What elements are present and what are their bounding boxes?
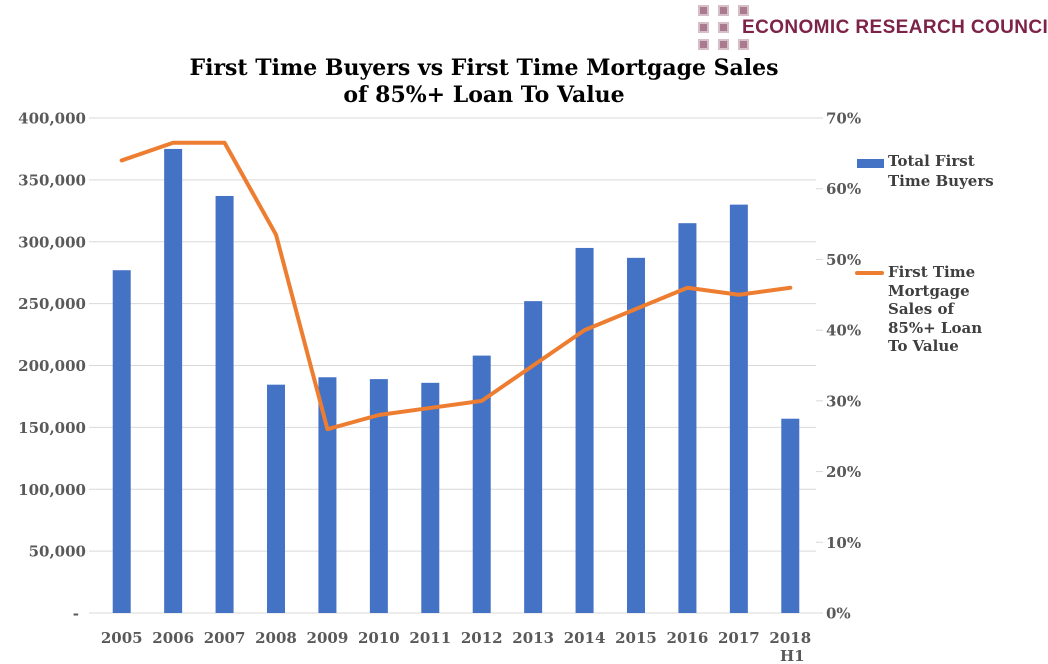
logo-squares-row	[698, 5, 749, 16]
mortgage-ltv-line	[119, 140, 793, 432]
chart-title-line2: of 85%+ Loan To Value	[343, 82, 625, 108]
left-axis-label: 300,000	[18, 233, 86, 251]
bar-2012	[472, 355, 491, 613]
right-axis-label: 40%	[826, 322, 861, 340]
logo-squares-row	[698, 22, 729, 33]
x-axis-label: 2009	[307, 629, 349, 647]
left-axis-label: 50,000	[29, 543, 86, 561]
legend-label-total-first-time-buyers: Total First Time Buyers	[888, 152, 994, 190]
x-axis-label: 2017	[718, 629, 760, 647]
bar-2007	[215, 195, 234, 613]
right-axis-label: 0%	[826, 605, 851, 623]
right-axis-label: 60%	[826, 180, 861, 198]
logo-wordmark: ECONOMIC RESEARCH COUNCIL	[742, 17, 1048, 38]
logo-square	[738, 5, 749, 16]
logo-square	[698, 5, 709, 16]
left-axis-label: 200,000	[18, 357, 86, 375]
bar-2015	[627, 257, 645, 613]
erc-logo: ECONOMIC RESEARCH COUNCIL	[698, 5, 1048, 53]
bar-2014	[575, 247, 594, 613]
x-axis-label: 2012	[461, 629, 503, 647]
x-axis-label: 2018 H1	[769, 629, 811, 664]
left-axis-label: 400,000	[18, 110, 86, 128]
x-axis-label: 2005	[101, 629, 143, 647]
x-axis-label: 2007	[204, 629, 246, 647]
bar-2013	[524, 301, 543, 613]
logo-square	[718, 5, 729, 16]
x-axis-label: 2006	[152, 629, 194, 647]
legend-bar-swatch	[857, 159, 884, 168]
bar-2010	[369, 379, 388, 613]
legend-label-first-time-mortgage-sales: First Time Mortgage Sales of 85%+ Loan T…	[888, 263, 983, 355]
x-axis-label: 2011	[409, 629, 451, 647]
left-axis-label: 250,000	[18, 295, 86, 313]
logo-square	[738, 39, 749, 50]
legend-line-swatch	[855, 271, 884, 275]
logo-square	[698, 39, 709, 50]
chart-title-line1: First Time Buyers vs First Time Mortgage…	[189, 55, 779, 81]
right-axis-label: 70%	[826, 110, 861, 128]
left-axis-label: 100,000	[18, 481, 86, 499]
left-axis-label: 350,000	[18, 171, 86, 189]
x-axis-label: 2008	[255, 629, 297, 647]
right-axis-label: 50%	[826, 251, 861, 269]
logo-square	[718, 22, 729, 33]
bar-2005	[112, 270, 131, 613]
x-axis-label: 2016	[667, 629, 709, 647]
chart-title: First Time Buyers vs First Time Mortgage…	[0, 55, 968, 109]
right-axis-label: 30%	[826, 392, 861, 410]
x-axis-label: 2014	[564, 629, 606, 647]
bar-2018-h1	[781, 418, 800, 613]
bar-2006	[164, 148, 183, 613]
logo-squares-row	[698, 39, 749, 50]
left-axis-label: -	[73, 605, 79, 623]
bar-2011	[421, 382, 440, 613]
left-axis-label: 150,000	[18, 419, 86, 437]
bar-2017	[729, 204, 748, 613]
logo-square	[718, 39, 729, 50]
bar-2009	[318, 377, 337, 613]
right-axis-label: 10%	[826, 534, 861, 552]
x-axis-label: 2010	[358, 629, 400, 647]
bar-2008	[267, 384, 285, 613]
x-axis-label: 2013	[512, 629, 554, 647]
right-axis-label: 20%	[826, 463, 861, 481]
logo-square	[698, 22, 709, 33]
bar-2016	[678, 223, 697, 613]
x-axis-label: 2015	[615, 629, 657, 647]
